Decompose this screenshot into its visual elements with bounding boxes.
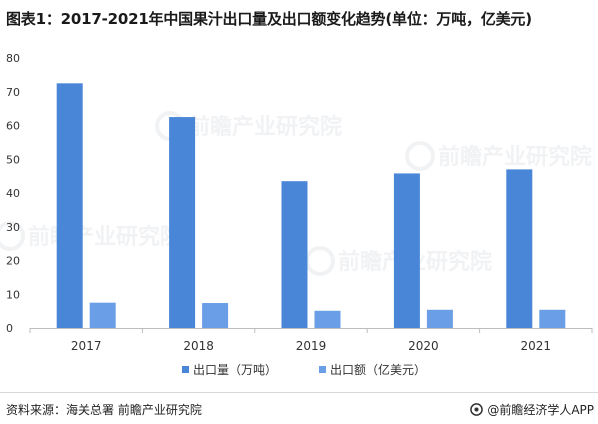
x-tick-label: 2021 bbox=[521, 339, 552, 353]
bar-export-value-2020 bbox=[426, 309, 453, 328]
bar-chart: 前瞻产业研究院前瞻产业研究院前瞻产业研究院前瞻产业研究院 01020304050… bbox=[0, 52, 593, 377]
bar-export-volume-2017 bbox=[56, 83, 83, 328]
bar-export-volume-2018 bbox=[169, 117, 196, 328]
legend-swatch bbox=[182, 366, 189, 373]
source-note: 资料来源：海关总署 前瞻产业研究院 bbox=[6, 403, 202, 417]
bar-export-value-2017 bbox=[89, 302, 116, 328]
brand-logo-icon bbox=[470, 403, 484, 416]
bar-export-volume-2020 bbox=[393, 173, 420, 328]
x-tick-label: 2019 bbox=[296, 339, 327, 353]
y-axis: 0 10 20 30 40 50 60 70 80 bbox=[6, 52, 20, 335]
legend-label: 出口量（万吨） bbox=[193, 363, 277, 377]
chart-title: 图表1：2017-2021年中国果汁出口量及出口额变化趋势(单位：万吨，亿美元) bbox=[6, 10, 532, 28]
footer: 资料来源：海关总署 前瞻产业研究院 @前瞻经济学人APP bbox=[0, 392, 598, 424]
y-tick-label: 50 bbox=[6, 153, 20, 166]
x-tick-label: 2017 bbox=[71, 339, 102, 353]
svg-text:前瞻产业研究院: 前瞻产业研究院 bbox=[438, 144, 592, 170]
bar-export-value-2019 bbox=[314, 310, 341, 328]
bar-export-value-2021 bbox=[539, 309, 566, 328]
bar-export-volume-2021 bbox=[506, 169, 533, 328]
bar-export-volume-2019 bbox=[281, 181, 308, 328]
x-axis: 2017 2018 2019 2020 2021 bbox=[29, 328, 593, 353]
brand-text: @前瞻经济学人APP bbox=[487, 403, 594, 417]
watermark: 前瞻产业研究院 bbox=[405, 141, 592, 171]
watermark: 前瞻产业研究院 bbox=[0, 221, 182, 251]
y-tick-label: 0 bbox=[6, 322, 13, 335]
y-tick-label: 30 bbox=[6, 221, 20, 234]
y-tick-label: 40 bbox=[6, 187, 20, 200]
x-tick-label: 2020 bbox=[408, 339, 439, 353]
legend-swatch bbox=[319, 366, 326, 373]
svg-text:前瞻产业研究院: 前瞻产业研究院 bbox=[188, 114, 342, 140]
bar-export-value-2018 bbox=[202, 303, 229, 328]
bars-layer bbox=[56, 83, 566, 328]
y-tick-label: 70 bbox=[6, 86, 20, 99]
svg-text:前瞻产业研究院: 前瞻产业研究院 bbox=[28, 224, 182, 250]
legend: 出口量（万吨） 出口额（亿美元） bbox=[182, 362, 426, 377]
y-tick-label: 10 bbox=[6, 288, 20, 301]
legend-label: 出口额（亿美元） bbox=[330, 362, 426, 377]
y-tick-label: 60 bbox=[6, 120, 20, 133]
watermark-layer: 前瞻产业研究院前瞻产业研究院前瞻产业研究院前瞻产业研究院 bbox=[0, 111, 592, 276]
x-tick-label: 2018 bbox=[183, 339, 214, 353]
chart-area: 前瞻产业研究院前瞻产业研究院前瞻产业研究院前瞻产业研究院 01020304050… bbox=[0, 36, 598, 392]
brand-credit: @前瞻经济学人APP bbox=[470, 401, 594, 418]
y-tick-label: 20 bbox=[6, 255, 20, 268]
y-tick-label: 80 bbox=[6, 52, 20, 65]
